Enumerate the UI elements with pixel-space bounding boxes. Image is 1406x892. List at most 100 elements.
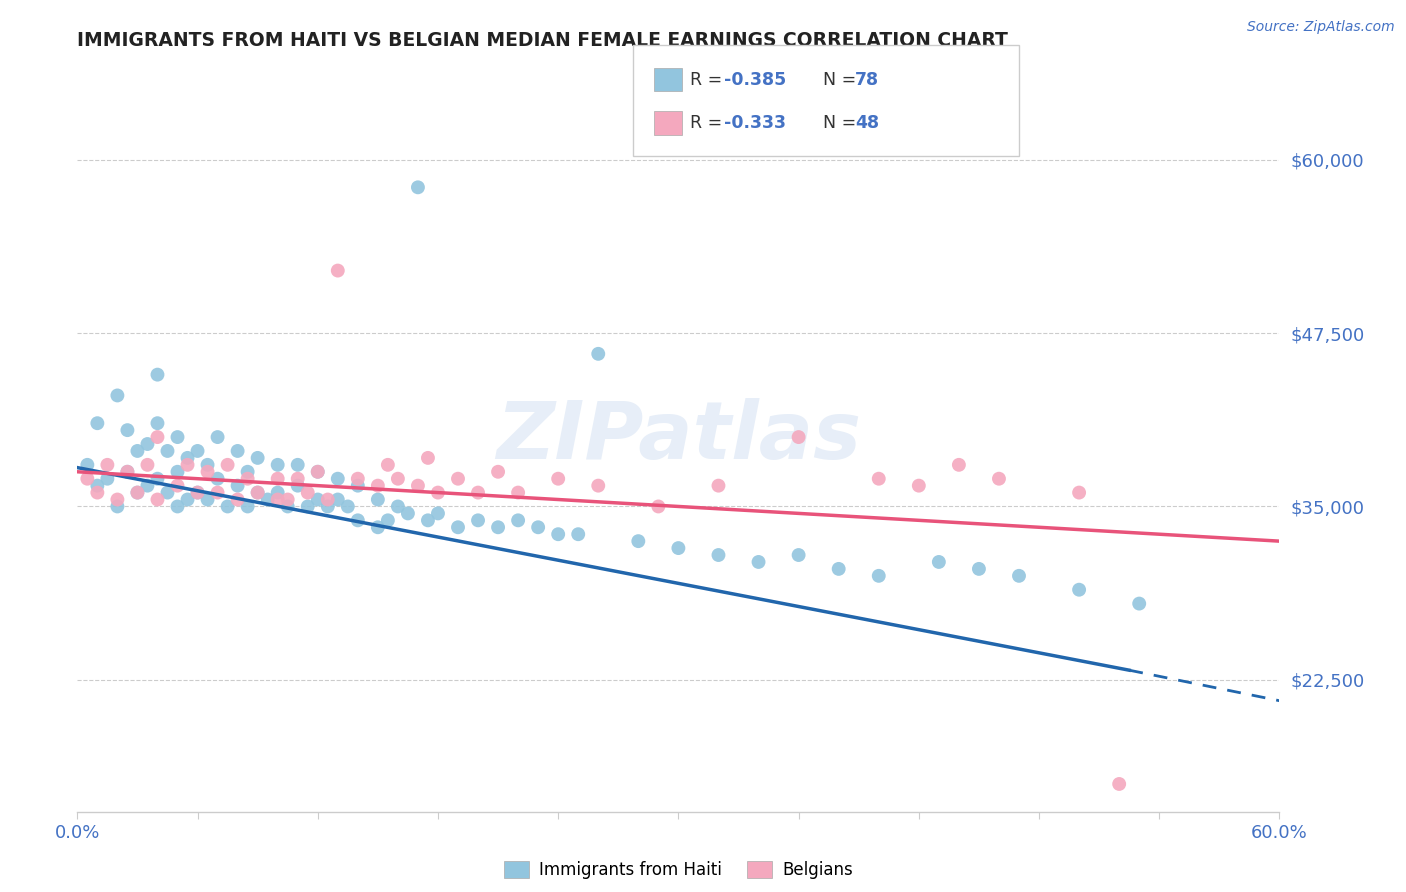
Point bbox=[647, 500, 669, 514]
Point bbox=[486, 520, 509, 534]
Point bbox=[236, 472, 259, 486]
Point bbox=[297, 485, 319, 500]
Point bbox=[256, 492, 278, 507]
Point bbox=[287, 472, 309, 486]
Point bbox=[707, 478, 730, 492]
Point bbox=[326, 263, 349, 277]
Point bbox=[297, 500, 319, 514]
Point bbox=[326, 492, 349, 507]
Point bbox=[1069, 582, 1091, 597]
Point bbox=[377, 458, 399, 472]
Point bbox=[217, 458, 239, 472]
Point bbox=[166, 465, 188, 479]
Point bbox=[246, 485, 269, 500]
Point bbox=[267, 485, 290, 500]
Point bbox=[236, 500, 259, 514]
Point bbox=[226, 444, 249, 458]
Point bbox=[127, 485, 149, 500]
Point bbox=[267, 492, 290, 507]
Point bbox=[748, 555, 770, 569]
Point bbox=[387, 472, 409, 486]
Point bbox=[1128, 597, 1150, 611]
Point bbox=[267, 472, 290, 486]
Point bbox=[486, 465, 509, 479]
Point bbox=[197, 465, 219, 479]
Point bbox=[117, 423, 139, 437]
Point bbox=[117, 465, 139, 479]
Point bbox=[588, 478, 610, 492]
Point bbox=[967, 562, 990, 576]
Point bbox=[948, 458, 970, 472]
Point bbox=[127, 485, 149, 500]
Point bbox=[186, 444, 209, 458]
Point bbox=[1108, 777, 1130, 791]
Point bbox=[277, 492, 299, 507]
Point bbox=[467, 485, 489, 500]
Point bbox=[86, 478, 108, 492]
Point bbox=[146, 368, 169, 382]
Point bbox=[307, 465, 329, 479]
Point bbox=[527, 520, 550, 534]
Point bbox=[267, 458, 290, 472]
Point bbox=[307, 465, 329, 479]
Point bbox=[86, 485, 108, 500]
Point bbox=[326, 472, 349, 486]
Point bbox=[197, 458, 219, 472]
Point bbox=[416, 450, 439, 465]
Point bbox=[277, 500, 299, 514]
Point bbox=[146, 430, 169, 444]
Text: -0.385: -0.385 bbox=[724, 70, 786, 89]
Point bbox=[146, 416, 169, 430]
Point bbox=[367, 478, 389, 492]
Point bbox=[508, 485, 530, 500]
Point bbox=[76, 472, 98, 486]
Text: ZIPatlas: ZIPatlas bbox=[496, 398, 860, 476]
Point bbox=[396, 507, 419, 521]
Point bbox=[928, 555, 950, 569]
Point bbox=[287, 478, 309, 492]
Point bbox=[668, 541, 690, 555]
Point bbox=[1008, 569, 1031, 583]
Point bbox=[86, 416, 108, 430]
Point bbox=[117, 465, 139, 479]
Point bbox=[107, 500, 129, 514]
Point bbox=[176, 450, 198, 465]
Point bbox=[107, 492, 129, 507]
Point bbox=[447, 520, 470, 534]
Point bbox=[166, 430, 188, 444]
Point bbox=[588, 347, 610, 361]
Point bbox=[287, 458, 309, 472]
Point bbox=[96, 472, 118, 486]
Point bbox=[236, 465, 259, 479]
Point bbox=[76, 458, 98, 472]
Point bbox=[787, 548, 810, 562]
Point bbox=[156, 444, 179, 458]
Point bbox=[828, 562, 851, 576]
Point bbox=[787, 430, 810, 444]
Point bbox=[868, 472, 890, 486]
Text: 78: 78 bbox=[855, 70, 879, 89]
Point bbox=[868, 569, 890, 583]
Text: R =: R = bbox=[690, 70, 728, 89]
Point bbox=[136, 458, 159, 472]
Point bbox=[316, 500, 339, 514]
Point bbox=[246, 450, 269, 465]
Point bbox=[547, 472, 569, 486]
Point bbox=[156, 485, 179, 500]
Point bbox=[207, 430, 229, 444]
Text: IMMIGRANTS FROM HAITI VS BELGIAN MEDIAN FEMALE EARNINGS CORRELATION CHART: IMMIGRANTS FROM HAITI VS BELGIAN MEDIAN … bbox=[77, 31, 1008, 50]
Point bbox=[447, 472, 470, 486]
Text: N =: N = bbox=[823, 70, 862, 89]
Point bbox=[416, 513, 439, 527]
Legend: Immigrants from Haiti, Belgians: Immigrants from Haiti, Belgians bbox=[498, 855, 859, 886]
Text: N =: N = bbox=[823, 114, 862, 132]
Point bbox=[166, 500, 188, 514]
Point bbox=[207, 485, 229, 500]
Point bbox=[207, 472, 229, 486]
Point bbox=[186, 485, 209, 500]
Point bbox=[427, 485, 450, 500]
Point bbox=[347, 478, 370, 492]
Text: Source: ZipAtlas.com: Source: ZipAtlas.com bbox=[1247, 20, 1395, 34]
Point bbox=[547, 527, 569, 541]
Point bbox=[406, 180, 429, 194]
